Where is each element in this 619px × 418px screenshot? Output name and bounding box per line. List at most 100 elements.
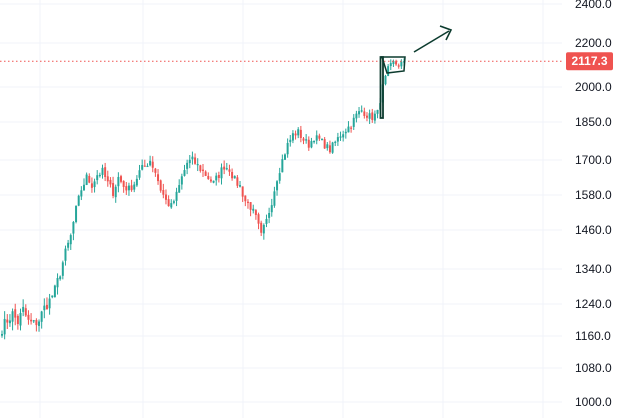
candle-body [38, 321, 41, 326]
candle-body [112, 183, 115, 196]
candle-body [196, 164, 199, 166]
last-price-line-layer: 2117.3 [0, 52, 613, 71]
candle-body [204, 171, 207, 176]
candle-body [334, 141, 337, 143]
candle-body [328, 145, 331, 153]
candle-body [233, 176, 236, 179]
candle-body [22, 306, 25, 312]
candle-body [122, 180, 125, 187]
candle-body [400, 61, 403, 67]
candle-body [90, 183, 93, 188]
price-axis-tick-label: 1080.0 [575, 361, 612, 375]
candle-body [289, 139, 292, 143]
candle-body [302, 138, 305, 141]
candle-body [27, 314, 30, 320]
candle-body [88, 175, 91, 183]
candle-body [360, 110, 363, 112]
candle-body [6, 319, 9, 323]
price-axis-tick-label: 1340.0 [575, 262, 612, 276]
price-axis-tick-label: 1160.0 [575, 329, 611, 343]
candle-body [178, 185, 181, 193]
candles-layer [1, 58, 405, 340]
candle-body [283, 154, 286, 160]
candle-body [146, 165, 149, 168]
candle-body [331, 142, 334, 153]
candle-body [19, 312, 22, 326]
candle-body [326, 144, 329, 149]
candle-body [40, 311, 43, 322]
candle-body [236, 177, 239, 186]
candle-body [260, 222, 263, 233]
candle-body [157, 174, 160, 182]
price-axis-tick-label: 2400.0 [575, 0, 612, 11]
candle-body [307, 139, 310, 148]
candle-body [191, 156, 194, 160]
candle-body [321, 139, 324, 141]
candle-body [133, 184, 136, 190]
candle-body [101, 167, 104, 175]
price-axis-tick-label: 1700.0 [575, 153, 612, 167]
candle-body [159, 180, 162, 191]
candle-body [30, 319, 33, 322]
candle-body [80, 190, 83, 197]
candle-body [117, 176, 120, 187]
candle-body [180, 176, 183, 185]
candle-body [67, 242, 70, 248]
candle-body [389, 63, 392, 66]
price-axis-tick-label: 1460.0 [575, 223, 612, 237]
candle-body [268, 213, 271, 218]
candle-body [299, 129, 302, 138]
candle-body [246, 201, 249, 203]
candle-body [135, 178, 138, 186]
candle-body [207, 175, 210, 179]
candle-body [281, 159, 284, 173]
candle-body [373, 113, 376, 121]
candle-body [241, 186, 244, 197]
candle-body [291, 133, 294, 141]
candle-body [397, 65, 400, 67]
candle-body [239, 185, 242, 187]
candle-body [278, 173, 281, 181]
candle-body [14, 309, 17, 318]
candle-body [225, 168, 228, 170]
candle-body [350, 127, 353, 129]
candle-body [342, 134, 345, 138]
candle-body [352, 117, 355, 127]
candle-body [392, 61, 395, 65]
candle-body [120, 176, 123, 182]
candle-body [151, 161, 154, 168]
price-axis-tick-label: 1580.0 [575, 188, 612, 202]
candle-body [273, 191, 276, 206]
up-arrow-head [439, 25, 453, 41]
candle-body [172, 201, 175, 203]
candle-body [270, 205, 273, 213]
candle-body [305, 139, 308, 141]
candle-body [138, 170, 141, 178]
candle-body [127, 185, 130, 191]
candle-body [98, 174, 101, 177]
candle-body [202, 169, 204, 171]
candle-body [336, 137, 339, 142]
candle-body [395, 61, 398, 65]
candle-body [82, 184, 85, 191]
candle-body [262, 224, 265, 234]
candle-body [114, 186, 117, 198]
candle-body [64, 248, 67, 261]
price-axis-tick-label: 1000.0 [575, 395, 612, 409]
candle-body [387, 66, 390, 76]
candle-body [212, 180, 215, 183]
candle-body [24, 308, 27, 316]
candle-body [75, 205, 78, 223]
candle-body [72, 222, 75, 234]
grid-layer [0, 0, 562, 418]
candle-body [183, 170, 186, 176]
candle-body [8, 320, 11, 324]
candle-body [363, 111, 366, 116]
price-axis-tick-label: 2000.0 [575, 80, 612, 94]
candle-body [286, 142, 289, 155]
candle-body [231, 171, 234, 179]
candle-body [220, 167, 223, 179]
candle-body [77, 195, 80, 206]
candle-body [56, 278, 59, 288]
